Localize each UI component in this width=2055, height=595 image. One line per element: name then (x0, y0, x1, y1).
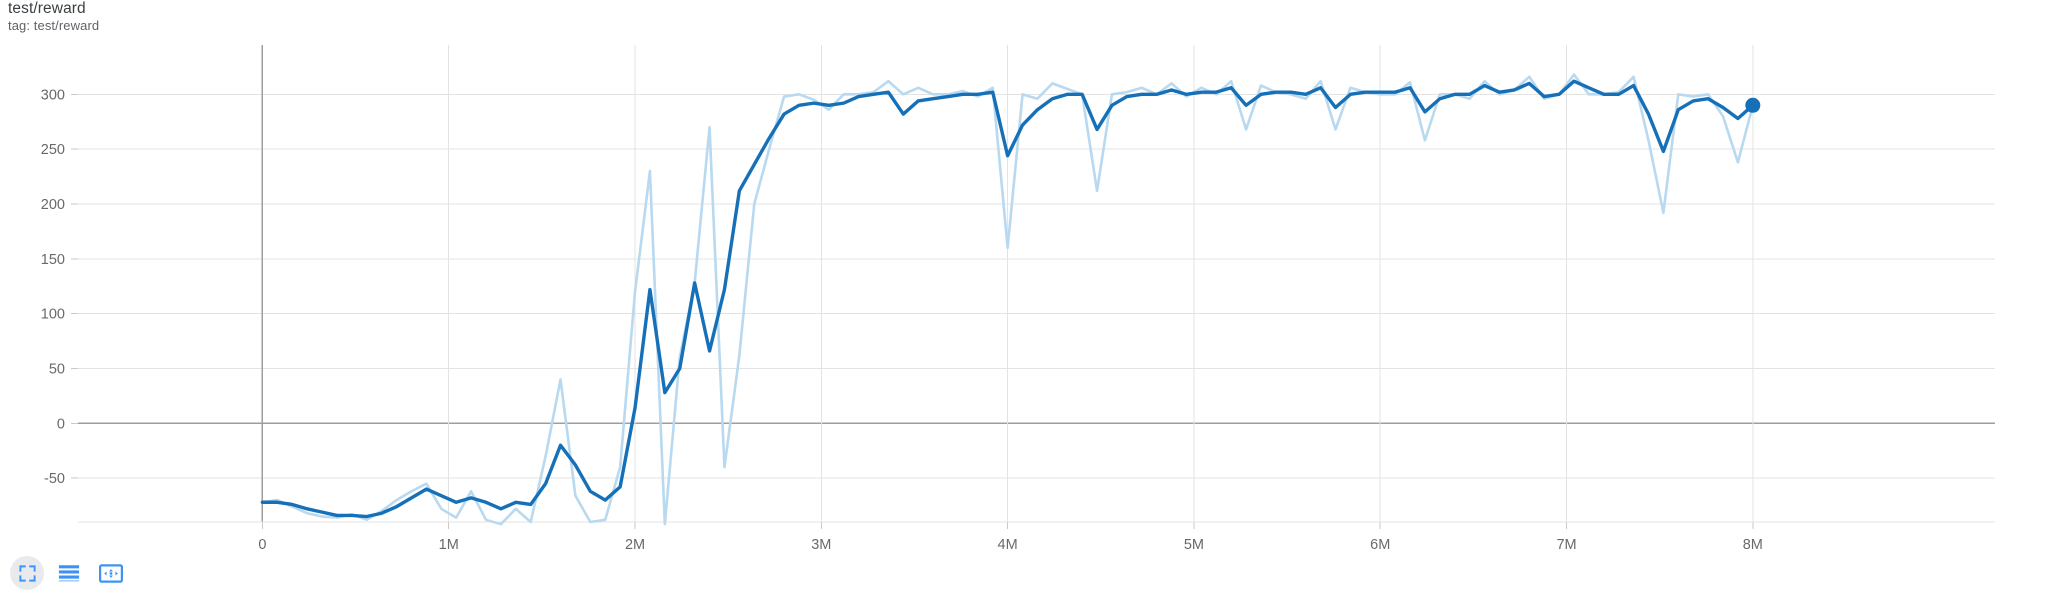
x-tick-label: 0 (258, 537, 266, 553)
x-tick-label: 2M (625, 537, 645, 553)
x-tick-label: 4M (998, 537, 1018, 553)
x-axis-tick-labels: 0 1M 2M 3M 4M 5M 6M 7M 8M (258, 537, 1762, 553)
chart-svg[interactable]: -50 0 50 100 150 200 250 300 0 1M 2M 3M 4M 5M 6M 7M 8M (0, 0, 2055, 560)
x-tick-label: 5M (1184, 537, 1204, 553)
y-tick-label: 300 (41, 87, 65, 103)
x-tick-label: 1M (439, 537, 459, 553)
x-tick-label: 6M (1370, 537, 1390, 553)
x-tick-label: 8M (1743, 537, 1763, 553)
chart-tag-subtitle: tag: test/reward (8, 18, 100, 34)
end-point-marker (1745, 97, 1761, 113)
last-value-marker (1745, 97, 1761, 113)
y-tick-label: 150 (41, 252, 65, 268)
series-line-smoothed (260, 79, 1755, 519)
x-gridlines (78, 45, 1995, 529)
data-table-button[interactable] (52, 556, 86, 590)
y-tick-label: 200 (41, 197, 65, 213)
chart-toolbar (10, 556, 128, 590)
y-tick-label: 0 (57, 416, 65, 432)
fullscreen-button[interactable] (10, 556, 44, 590)
pan-reset-button[interactable] (94, 556, 128, 590)
x-tick-label: 3M (811, 537, 831, 553)
chart-header: test/reward tag: test/reward (8, 0, 99, 34)
y-gridlines (71, 93, 1995, 479)
data-series-group (260, 73, 1755, 526)
y-tick-label: 100 (41, 307, 65, 323)
fullscreen-icon (18, 564, 37, 583)
y-axis-tick-labels: -50 0 50 100 150 200 250 300 (41, 87, 65, 487)
x-tick-label: 7M (1556, 537, 1576, 553)
data-table-icon (58, 564, 80, 583)
y-tick-label: 250 (41, 142, 65, 158)
y-tick-label: 50 (49, 361, 65, 377)
chart-plot-area[interactable]: -50 0 50 100 150 200 250 300 0 1M 2M 3M 4M 5M 6M 7M 8M (0, 0, 2055, 560)
pan-reset-icon (99, 563, 123, 583)
page-title: test/reward (8, 0, 86, 17)
y-tick-label: -50 (44, 471, 65, 487)
